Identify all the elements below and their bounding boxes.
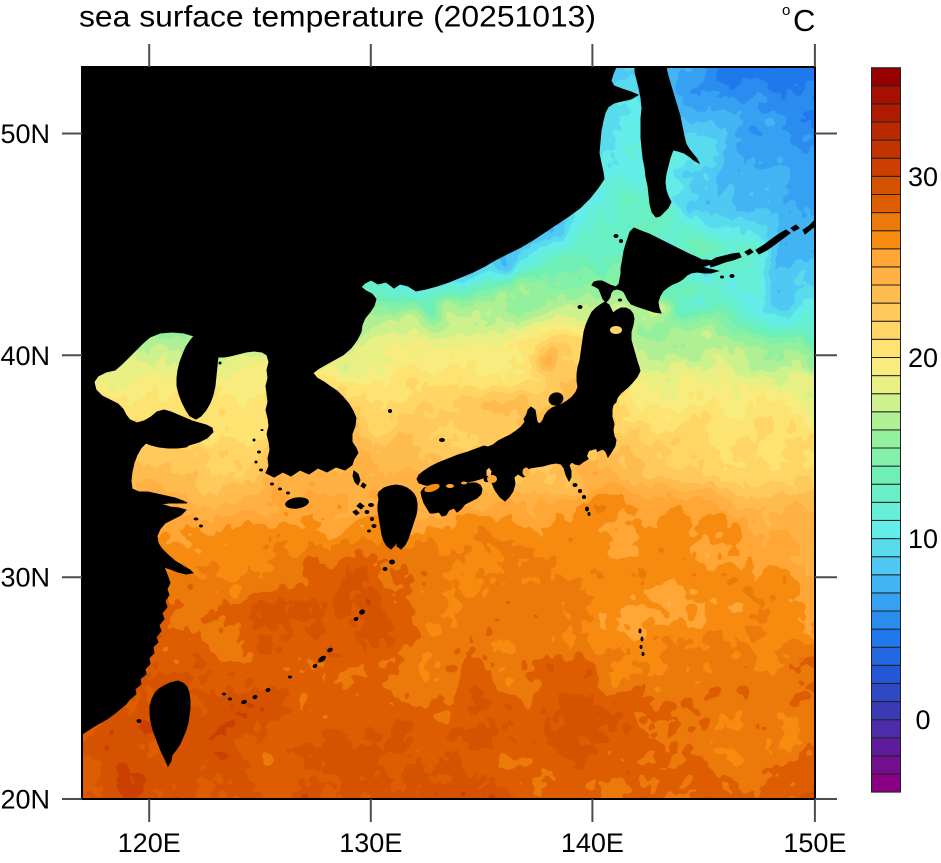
svg-text:sea surface temperature (20251: sea surface temperature (20251013) bbox=[79, 1, 596, 34]
svg-text:10: 10 bbox=[908, 524, 938, 554]
svg-text:50N: 50N bbox=[0, 119, 50, 149]
svg-text:40N: 40N bbox=[0, 341, 50, 371]
svg-text:130E: 130E bbox=[339, 828, 402, 858]
svg-text:o: o bbox=[782, 2, 790, 19]
svg-text:140E: 140E bbox=[561, 828, 624, 858]
svg-text:20: 20 bbox=[908, 343, 938, 373]
svg-text:30N: 30N bbox=[0, 563, 50, 593]
svg-text:0: 0 bbox=[915, 705, 930, 735]
svg-text:150E: 150E bbox=[783, 828, 846, 858]
svg-text:C: C bbox=[793, 3, 815, 38]
svg-text:120E: 120E bbox=[118, 828, 181, 858]
svg-text:30: 30 bbox=[908, 162, 938, 192]
svg-text:20N: 20N bbox=[0, 785, 50, 815]
